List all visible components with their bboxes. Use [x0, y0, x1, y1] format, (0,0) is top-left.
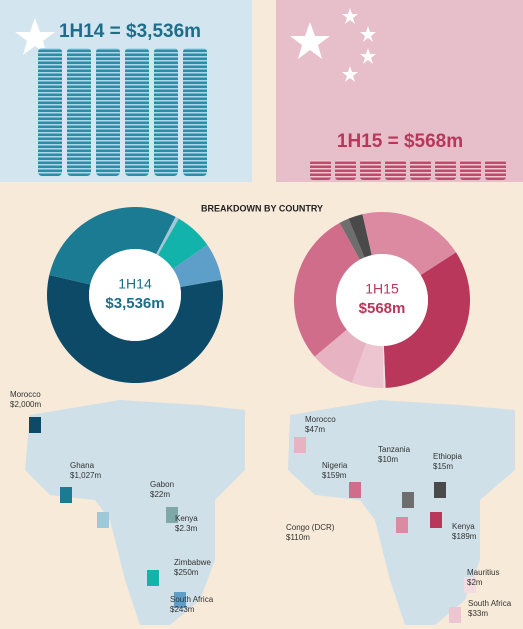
country-value: $2m: [467, 578, 483, 587]
donut-slice: [383, 252, 471, 388]
country-highlight: [174, 592, 186, 608]
left-total: 1H14 = $3,536m: [59, 21, 201, 42]
country-highlight: [97, 512, 109, 528]
country-value: $250m: [174, 568, 199, 577]
coin-stack: [154, 48, 178, 176]
country-name: Morocco: [10, 390, 41, 399]
coin-stack: [38, 48, 62, 176]
country-highlight: [449, 607, 461, 623]
country-value: $15m: [433, 462, 453, 471]
country-name: Nigeria: [322, 461, 348, 470]
country-highlight: [396, 517, 408, 533]
donut-slice: [382, 345, 386, 388]
country-highlight: [166, 507, 178, 523]
coin-stack: [125, 48, 149, 176]
country-value: $159m: [322, 471, 347, 480]
country-value: $189m: [452, 532, 477, 541]
country-highlight: [402, 492, 414, 508]
donut-slice: [339, 218, 365, 260]
country-highlight: [464, 577, 476, 593]
coin-stack: [67, 48, 91, 176]
country-name: Zimbabwe: [174, 558, 211, 567]
coin-stack: [96, 48, 120, 176]
donut-slice: [47, 274, 223, 383]
country-value: $110m: [286, 533, 310, 542]
star: [342, 66, 358, 82]
star: [290, 22, 330, 59]
country-name: Mauritius: [467, 568, 499, 577]
country-name: South Africa: [468, 599, 512, 608]
country-name: Ghana: [70, 461, 95, 470]
country-value: $1,027m: [70, 471, 101, 480]
country-name: Kenya: [175, 514, 198, 523]
country-highlight: [147, 570, 159, 586]
country-highlight: [430, 512, 442, 528]
country-value: $22m: [150, 490, 170, 499]
country-name: South Africa: [170, 595, 214, 604]
country-name: Morocco: [305, 415, 336, 424]
star: [15, 18, 55, 55]
africa-map: [288, 400, 515, 625]
country-highlight: [29, 417, 41, 433]
coin-stack: [360, 160, 381, 180]
donut-hole: [89, 249, 181, 341]
coin-stack: [183, 48, 207, 176]
country-name: Tanzania: [378, 445, 411, 454]
center-value: $3,536m: [105, 295, 164, 312]
right-panel: [276, 0, 523, 182]
subtitle: BREAKDOWN BY COUNTRY: [201, 203, 323, 213]
donut-chart: 1H14 $3,536m Morocco$2,000m Ghana$1,027m Gab…: [10, 206, 223, 614]
donut-chart: 1H15 $568m Morocco$47m Nigeria$159m Tanzania…: [286, 212, 512, 623]
coin-stack: [485, 160, 506, 180]
donut-slice: [348, 214, 372, 258]
country-name: Kenya: [452, 522, 475, 531]
country-name: Gabon: [150, 480, 174, 489]
coin-stack: [385, 160, 406, 180]
coin-stack: [460, 160, 481, 180]
star: [360, 26, 376, 42]
star: [342, 8, 358, 24]
donut-slice: [156, 216, 179, 256]
center-title: 1H14: [118, 276, 152, 292]
donut-slice: [314, 329, 367, 383]
donut-slice: [362, 212, 457, 276]
donut-slice: [351, 343, 384, 388]
country-value: $2.3m: [175, 524, 198, 533]
country-highlight: [434, 482, 446, 498]
country-name: Ethiopia: [433, 452, 462, 461]
center-title: 1H15: [365, 281, 399, 297]
country-value: $47m: [305, 425, 325, 434]
coin-stack: [435, 160, 456, 180]
donut-slice: [157, 218, 179, 256]
country-name: Congo (DCR): [286, 523, 335, 532]
star: [360, 48, 376, 64]
right-total: 1H15 = $568m: [337, 131, 463, 152]
coin-stack: [335, 160, 356, 180]
country-highlight: [294, 437, 306, 453]
donut-slice: [157, 218, 208, 269]
donut-slice: [49, 206, 176, 285]
donut-slice: [172, 244, 222, 288]
country-value: $2,000m: [10, 400, 41, 409]
country-value: $10m: [378, 455, 398, 464]
country-value: $33m: [468, 609, 488, 618]
country-value: $243m: [170, 605, 195, 614]
donut-hole: [336, 254, 428, 346]
country-highlight: [349, 482, 361, 498]
coin-stack: [310, 160, 331, 180]
africa-map: [25, 400, 245, 625]
coin-stacks: [38, 48, 506, 180]
country-highlight: [60, 487, 72, 503]
maps: [25, 400, 515, 625]
coin-stack: [410, 160, 431, 180]
center-value: $568m: [359, 300, 406, 317]
donut-slice: [294, 222, 360, 357]
